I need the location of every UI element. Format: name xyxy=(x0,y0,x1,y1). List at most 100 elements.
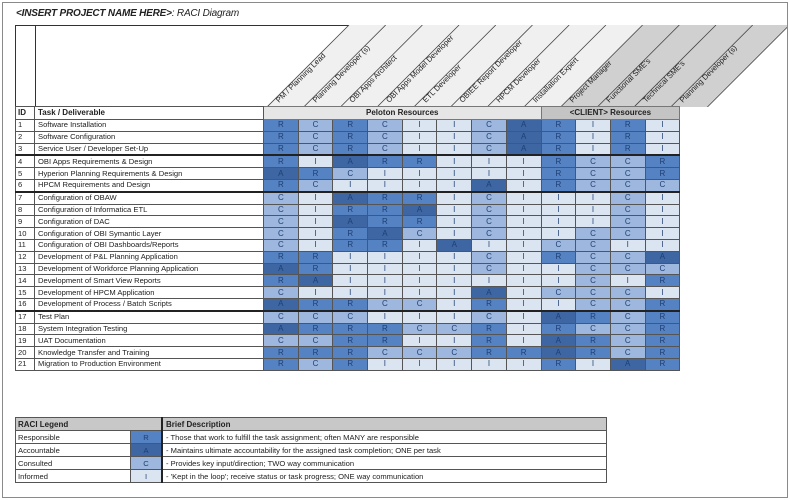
raci-cell: R xyxy=(540,154,577,169)
raci-cell: I xyxy=(471,167,507,180)
row-id: 9 xyxy=(15,215,35,229)
raci-cell: C xyxy=(575,262,611,276)
raci-cell: I xyxy=(505,286,542,299)
row-id: 2 xyxy=(15,130,35,144)
table-row: 10 Configuration of OBI Symantic Layer C I R… xyxy=(15,227,681,240)
raci-cell: I xyxy=(367,286,403,299)
task-name: Configuration of Informatica ETL xyxy=(34,203,264,217)
raci-cell: C xyxy=(471,142,507,157)
legend-swatch: A xyxy=(130,443,163,457)
task-name: Software Configuration xyxy=(34,130,264,144)
raci-cell: I xyxy=(297,154,334,169)
row-id: 6 xyxy=(15,178,35,193)
row-id: 5 xyxy=(15,167,35,180)
raci-legend: RACI Legend Brief Description Responsible R… xyxy=(15,417,607,483)
raci-cell: C xyxy=(471,250,507,264)
legend-description: - Those that work to fulfill the task as… xyxy=(161,430,607,444)
raci-cell: C xyxy=(263,286,299,299)
title-suffix: : RACI Diagram xyxy=(171,8,239,19)
raci-cell: C xyxy=(471,130,507,144)
raci-cell: I xyxy=(540,297,577,312)
task-name: Development of Process / Batch Scripts xyxy=(34,297,264,312)
raci-cell: R xyxy=(332,322,369,336)
raci-cell: R xyxy=(263,130,299,144)
task-name: Development of P&L Planning Application xyxy=(34,250,264,264)
raci-cell: I xyxy=(436,167,473,180)
raci-cell: I xyxy=(609,274,646,288)
legend-description-header: Brief Description xyxy=(161,417,607,431)
document-title: <INSERT PROJECT NAME HERE>: RACI Diagram xyxy=(16,8,239,19)
raci-cell: A xyxy=(263,262,299,276)
task-name: Knowledge Transfer and Training xyxy=(34,346,264,359)
raci-cell: C xyxy=(609,191,646,205)
raci-cell: C xyxy=(575,178,611,193)
raci-cell: I xyxy=(540,227,577,240)
raci-cell: A xyxy=(436,238,473,252)
header-divider xyxy=(35,25,36,107)
raci-cell: I xyxy=(505,334,542,348)
raci-cell: R xyxy=(263,142,299,157)
raci-cell: C xyxy=(471,191,507,205)
raci-cell: C xyxy=(540,286,577,299)
task-name: Development of HPCM Application xyxy=(34,286,264,299)
raci-cell: C xyxy=(609,286,646,299)
table-row: 8 Configuration of Informatica ETL C I R R A I C… xyxy=(15,203,681,217)
raci-cell: I xyxy=(401,167,438,180)
raci-cell: R xyxy=(609,119,646,132)
raci-cell: C xyxy=(575,274,611,288)
row-id: 14 xyxy=(15,274,35,288)
raci-cell: I xyxy=(436,310,473,324)
row-id: 10 xyxy=(15,227,35,240)
table-row: 14 Development of Smart View Reports R A I I I… xyxy=(15,274,681,288)
row-id: 21 xyxy=(15,357,35,371)
raci-cell: C xyxy=(401,346,438,359)
table-row: 3 Service User / Developer Set-Up R C R C I I C A… xyxy=(15,142,681,157)
raci-cell: R xyxy=(263,119,299,132)
raci-cell: I xyxy=(436,215,473,229)
raci-cell: I xyxy=(436,262,473,276)
row-id: 15 xyxy=(15,286,35,299)
raci-cell: R xyxy=(401,191,438,205)
task-name: Configuration of DAC xyxy=(34,215,264,229)
raci-cell: C xyxy=(401,322,438,336)
raci-cell: A xyxy=(540,310,577,324)
task-name: OBI Apps Requirements & Design xyxy=(34,154,264,169)
raci-cell: C xyxy=(471,119,507,132)
raci-cell: R xyxy=(471,346,507,359)
raci-cell: I xyxy=(297,286,334,299)
raci-cell: I xyxy=(540,203,577,217)
row-id: 13 xyxy=(15,262,35,276)
raci-cell: R xyxy=(332,227,369,240)
raci-cell: R xyxy=(263,346,299,359)
table-row: 12 Development of P&L Planning Applicatio… xyxy=(15,250,681,264)
raci-cell: R xyxy=(471,297,507,312)
table-row: 6 HPCM Requirements and Design R C I I I I A I R C C… xyxy=(15,178,681,193)
id-header: ID xyxy=(15,106,35,120)
raci-cell: C xyxy=(609,167,646,180)
legend-swatch: C xyxy=(130,456,163,470)
raci-cell: I xyxy=(505,310,542,324)
raci-cell: I xyxy=(505,178,542,193)
legend-description: - 'Kept in the loop'; receive status or … xyxy=(161,469,607,483)
raci-cell: R xyxy=(644,346,681,359)
raci-cell: R xyxy=(644,167,681,180)
raci-cell: I xyxy=(367,262,403,276)
row-id: 7 xyxy=(15,191,35,205)
raci-cell: I xyxy=(401,334,438,348)
project-name: <INSERT PROJECT NAME HERE> xyxy=(16,8,172,19)
raci-cell: I xyxy=(401,310,438,324)
raci-cell: I xyxy=(575,215,611,229)
raci-cell: R xyxy=(575,310,611,324)
raci-cell: I xyxy=(505,215,542,229)
raci-cell: I xyxy=(401,178,438,193)
raci-cell: R xyxy=(263,154,299,169)
raci-cell: I xyxy=(540,215,577,229)
raci-cell: I xyxy=(401,130,438,144)
raci-cell: R xyxy=(644,357,681,371)
raci-cell: I xyxy=(297,227,334,240)
raci-cell: R xyxy=(367,322,403,336)
peloton-resources-header: Peloton Resources xyxy=(263,106,542,120)
raci-cell: C xyxy=(540,238,577,252)
raci-cell: I xyxy=(575,357,611,371)
table-row: 20 Knowledge Transfer and Training R R R C C C R… xyxy=(15,346,681,359)
